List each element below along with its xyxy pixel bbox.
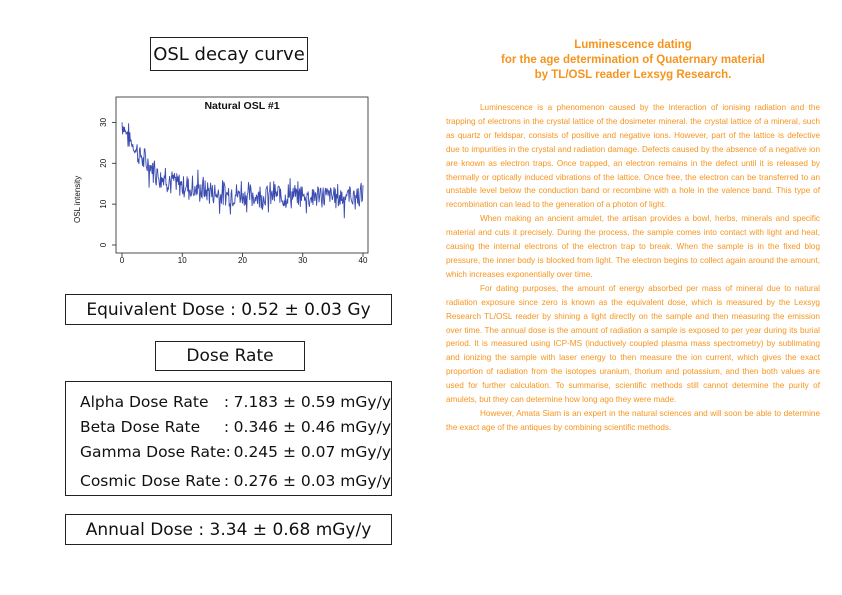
rate-separator: : [223, 417, 230, 436]
dose-rate-heading: Dose Rate [186, 346, 274, 366]
x-axis: 0 10 20 30 40 [120, 253, 368, 263]
annual-dose-box: Annual Dose : 3.34 ± 0.68 mGy/y [65, 514, 392, 545]
x-tick-label: 30 [298, 256, 307, 263]
equivalent-dose: Equivalent Dose : 0.52 ± 0.03 Gy [86, 299, 371, 320]
dose-rates-box: Alpha Dose Rate : 7.183 ± 0.59 mGy/y Bet… [65, 381, 392, 496]
rate-value: 0.346 ± 0.46 mGy/y [233, 417, 391, 436]
rate-value: 0.276 ± 0.03 mGy/y [233, 471, 391, 490]
article-title-line: by TL/OSL reader Lexsyg Research. [534, 69, 732, 81]
article-body: Luminescence is a phenomenon caused by t… [446, 101, 820, 435]
y-tick-label: 0 [99, 242, 108, 247]
article-title-line: for the age determination of Quaternary … [501, 54, 765, 66]
article-title-line: Luminescence dating [574, 39, 692, 51]
rate-separator: : [223, 471, 230, 490]
article-paragraph: For dating purposes, the amount of energ… [446, 283, 820, 405]
x-tick-label: 20 [238, 256, 247, 263]
article-title: Luminescence dating for the age determin… [446, 38, 820, 83]
osl-series-line [121, 122, 364, 219]
article-paragraph: Luminescence is a phenomenon caused by t… [446, 103, 820, 210]
x-tick-label: 40 [359, 256, 368, 263]
beta-dose-rate-row: Beta Dose Rate : 0.346 ± 0.46 mGy/y [80, 414, 391, 439]
article-paragraph: When making an ancient amulet, the artis… [446, 214, 820, 279]
osl-decay-chart: Natural OSL #1 OSL intensity 0 10 20 30 0 10… [73, 96, 369, 263]
rate-separator: : [225, 442, 231, 461]
rate-name: Alpha Dose Rate [80, 392, 209, 411]
plot-frame [115, 96, 369, 254]
cosmic-dose-rate-row: Cosmic Dose Rate : 0.276 ± 0.03 mGy/y [80, 468, 391, 493]
rate-value: 0.245 ± 0.07 mGy/y [233, 442, 391, 461]
x-tick-label: 10 [178, 256, 187, 263]
page-title: OSL decay curve [153, 43, 305, 65]
rate-name: Beta Dose Rate [80, 417, 201, 436]
rate-name: Cosmic Dose Rate [80, 471, 221, 490]
x-tick-label: 0 [120, 256, 125, 263]
y-axis-label: OSL intensity [73, 176, 82, 223]
y-tick-label: 20 [99, 158, 108, 167]
y-tick-label: 10 [99, 199, 108, 208]
y-axis: 0 10 20 30 [99, 117, 116, 247]
plot-title: Natural OSL #1 [204, 100, 279, 112]
gamma-dose-rate-row: Gamma Dose Rate : 0.245 ± 0.07 mGy/y [80, 439, 391, 464]
chart-title-box: OSL decay curve [150, 37, 308, 71]
rate-separator: : [223, 392, 230, 411]
article-paragraph: However, Amata Siam is an expert in the … [446, 408, 820, 432]
dose-rate-heading-box: Dose Rate [155, 341, 305, 371]
article-column: Luminescence dating for the age determin… [446, 38, 820, 435]
rate-value: 7.183 ± 0.59 mGy/y [233, 392, 391, 411]
y-tick-label: 30 [99, 117, 108, 126]
equivalent-dose-box: Equivalent Dose : 0.52 ± 0.03 Gy [65, 294, 392, 325]
alpha-dose-rate-row: Alpha Dose Rate : 7.183 ± 0.59 mGy/y [80, 389, 391, 414]
annual-dose: Annual Dose : 3.34 ± 0.68 mGy/y [85, 519, 372, 540]
rate-name: Gamma Dose Rate [80, 442, 226, 461]
